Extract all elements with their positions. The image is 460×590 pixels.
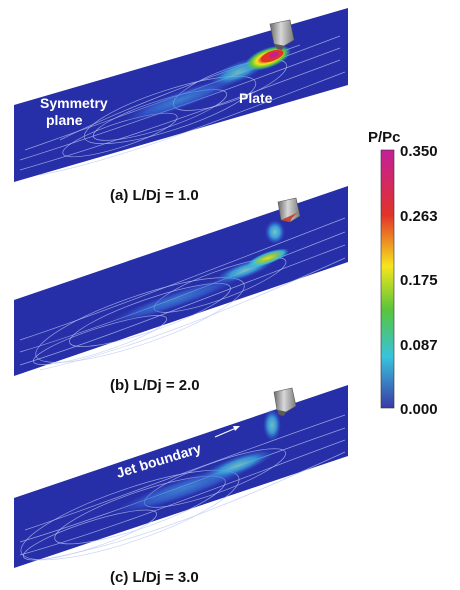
colorbar-tick-0: 0.350 [400, 143, 438, 160]
panel-c-caption: (c) L/Dj = 3.0 [110, 569, 199, 586]
symmetry-plane-label-line2: plane [46, 112, 83, 128]
colorbar-tick-2: 0.175 [400, 272, 438, 289]
panel-b: (b) L/Dj = 2.0 [14, 186, 348, 394]
panel-a: Symmetry plane Plate (a) L/Dj = 1.0 [14, 8, 348, 204]
panel-a-pressure-field [123, 45, 291, 123]
plate-label: Plate [239, 90, 273, 106]
panel-b-pressure-field [108, 220, 289, 325]
colorbar-tick-3: 0.087 [400, 337, 438, 354]
colorbar-bar [380, 149, 395, 409]
colorbar-title: P/Pc [368, 129, 401, 146]
panel-a-nozzle [269, 19, 295, 50]
jet-boundary-arrow [214, 426, 240, 438]
colorbar-tick-1: 0.263 [400, 208, 438, 225]
panel-b-caption: (b) L/Dj = 2.0 [110, 377, 200, 394]
panel-c-plane [14, 385, 348, 568]
colorbar-tick-4: 0.000 [400, 401, 438, 418]
panel-c-pressure-field [114, 409, 281, 515]
panel-c: Jet boundary (c) L/Dj = 3.0 [14, 385, 348, 586]
panel-a-caption: (a) L/Dj = 1.0 [110, 187, 199, 204]
panel-c-nozzle [273, 387, 297, 416]
colorbar: P/Pc 0.350 0.263 0.175 0.087 0.000 [368, 129, 438, 418]
symmetry-plane-label-line1: Symmetry [40, 95, 108, 111]
panel-b-nozzle [277, 197, 301, 223]
